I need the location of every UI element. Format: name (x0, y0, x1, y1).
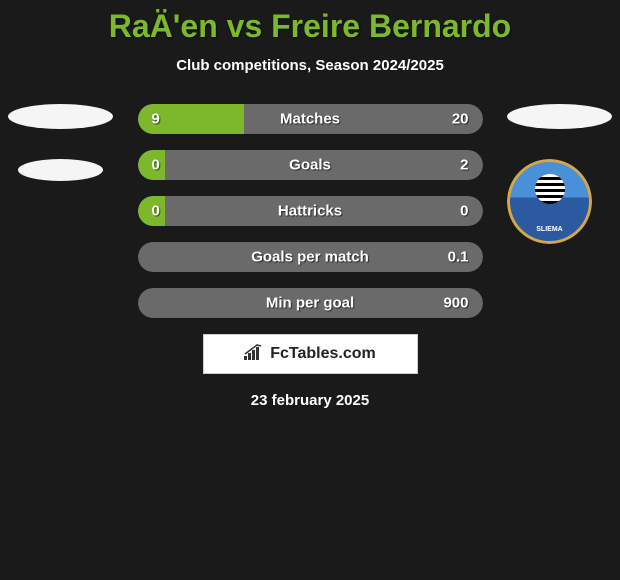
stat-right-value: 0.1 (448, 249, 469, 266)
player-badge-placeholder (8, 104, 113, 129)
stat-right-value: 20 (452, 111, 469, 128)
club-badge-label: SLIEMA (510, 226, 589, 233)
stat-bar: 0.1 Goals per match (138, 242, 483, 272)
stat-label: Min per goal (266, 295, 354, 312)
stat-bar: 0 0 Hattricks (138, 196, 483, 226)
stat-bar: 9 20 Matches (138, 104, 483, 134)
stat-right-value: 2 (460, 157, 468, 174)
club-badge-placeholder (18, 159, 103, 181)
club-badge: SLIEMA (507, 159, 592, 244)
stat-left-value: 0 (152, 203, 160, 220)
right-player-badges: SLIEMA (507, 104, 612, 244)
ball-icon (535, 174, 565, 204)
chart-icon (244, 344, 264, 365)
page-title: RaÄ'en vs Freire Bernardo (0, 0, 620, 45)
stat-right-value: 0 (460, 203, 468, 220)
stat-label: Hattricks (278, 203, 342, 220)
stat-right-value: 900 (443, 295, 468, 312)
date-text: 23 february 2025 (0, 392, 620, 409)
player-badge-placeholder (507, 104, 612, 129)
stat-bar: 900 Min per goal (138, 288, 483, 318)
stat-bars: 9 20 Matches 0 2 Goals 0 0 Hattricks 0.1 Goals per… (138, 104, 483, 318)
brand-box[interactable]: FcTables.com (203, 334, 418, 374)
stat-left-value: 9 (152, 111, 160, 128)
stat-label: Goals (289, 157, 331, 174)
stat-label: Goals per match (251, 249, 369, 266)
subtitle: Club competitions, Season 2024/2025 (0, 57, 620, 74)
stat-label: Matches (280, 111, 340, 128)
stat-left-value: 0 (152, 157, 160, 174)
comparison-area: SLIEMA 9 20 Matches 0 2 Goals 0 0 Hattricks 0.1 Go… (0, 104, 620, 409)
stat-bar: 0 2 Goals (138, 150, 483, 180)
left-player-badges (8, 104, 113, 211)
brand-text: FcTables.com (244, 344, 376, 365)
brand-label: FcTables.com (270, 345, 376, 363)
